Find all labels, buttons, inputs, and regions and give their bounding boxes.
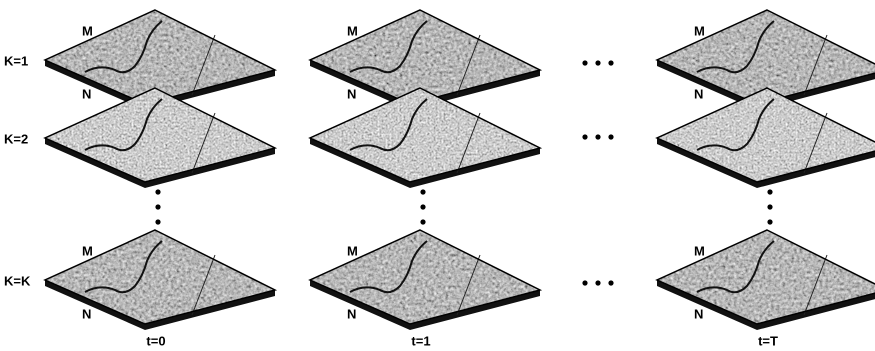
dimension-label: N	[694, 86, 703, 101]
dimension-label: M	[82, 243, 93, 258]
ellipsis-dot	[420, 204, 425, 209]
image-tile	[310, 230, 540, 330]
column-label: t=1	[411, 333, 430, 348]
ellipsis-dot	[420, 219, 425, 224]
dimension-label: M	[694, 23, 705, 38]
diagram: K=1 M N M N M N K=2 K=K M N M N M Nt=0 t=1 t=T	[0, 0, 875, 351]
column-label: t=0	[146, 333, 165, 348]
image-tile	[310, 88, 540, 188]
dimension-label: N	[347, 306, 356, 321]
row-label: K=K	[4, 273, 31, 288]
ellipsis-dot	[767, 189, 772, 194]
row-label: K=1	[4, 53, 28, 68]
dimension-label: M	[82, 23, 93, 38]
tile-image	[657, 230, 875, 324]
image-tile	[657, 88, 875, 188]
ellipsis-dot	[155, 189, 160, 194]
ellipsis-dot	[420, 189, 425, 194]
ellipsis-dot	[582, 60, 587, 65]
dimension-label: M	[347, 23, 358, 38]
tile-image	[310, 230, 540, 324]
dimension-label: N	[694, 306, 703, 321]
ellipsis-dot	[608, 280, 613, 285]
ellipsis-dot	[582, 280, 587, 285]
image-tile	[45, 88, 275, 188]
image-tile	[657, 230, 875, 330]
tile-image	[45, 230, 275, 324]
ellipsis-dot	[767, 204, 772, 209]
ellipsis-dot	[595, 60, 600, 65]
dimension-label: M	[694, 243, 705, 258]
ellipsis-dot	[595, 134, 600, 139]
row-label: K=2	[4, 131, 28, 146]
dimension-label: N	[82, 86, 91, 101]
ellipsis-dot	[155, 219, 160, 224]
dimension-label: N	[347, 86, 356, 101]
dimension-label: N	[82, 306, 91, 321]
ellipsis-dot	[608, 134, 613, 139]
dimension-label: M	[347, 243, 358, 258]
column-label: t=T	[758, 333, 778, 348]
ellipsis-dot	[582, 134, 587, 139]
ellipsis-dot	[767, 219, 772, 224]
ellipsis-dot	[595, 280, 600, 285]
tiles: K=1 M N M N M N K=2 K=K M N M N M Nt=0 t=1 t=T	[4, 10, 875, 348]
ellipsis-dot	[155, 204, 160, 209]
tile-image	[45, 88, 275, 182]
image-tile	[45, 230, 275, 330]
ellipsis-dot	[608, 60, 613, 65]
tile-image	[657, 88, 875, 182]
tile-image	[310, 88, 540, 182]
